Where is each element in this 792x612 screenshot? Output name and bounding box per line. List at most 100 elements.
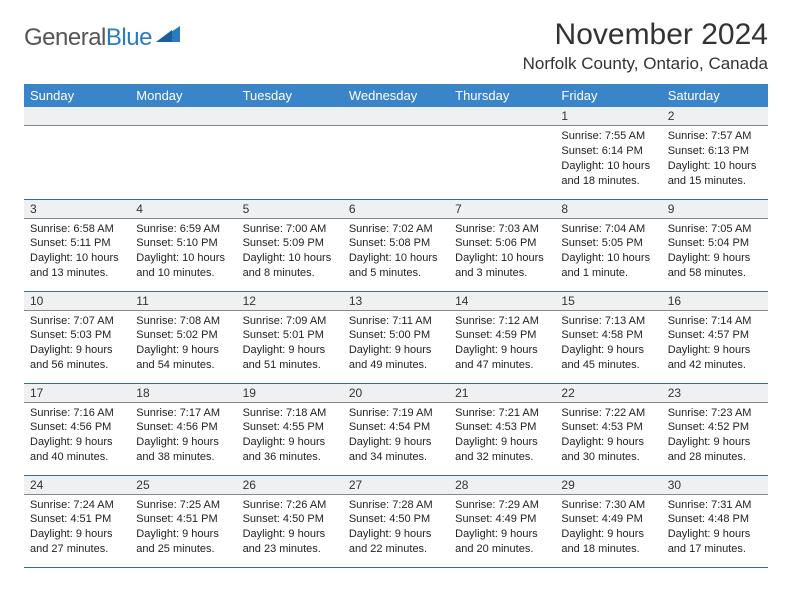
- calendar-cell: 27Sunrise: 7:28 AMSunset: 4:50 PMDayligh…: [343, 475, 449, 567]
- calendar-cell: 17Sunrise: 7:16 AMSunset: 4:56 PMDayligh…: [24, 383, 130, 475]
- sunrise-text: Sunrise: 7:22 AM: [561, 406, 655, 421]
- day-details: Sunrise: 7:26 AMSunset: 4:50 PMDaylight:…: [237, 495, 343, 561]
- day-number: 4: [130, 200, 236, 219]
- calendar-cell: 6Sunrise: 7:02 AMSunset: 5:08 PMDaylight…: [343, 199, 449, 291]
- day-number: 22: [555, 384, 661, 403]
- daylight-text: Daylight: 9 hours and 54 minutes.: [136, 343, 230, 373]
- day-details: Sunrise: 7:08 AMSunset: 5:02 PMDaylight:…: [130, 311, 236, 377]
- daylight-text: Daylight: 9 hours and 34 minutes.: [349, 435, 443, 465]
- sunset-text: Sunset: 4:50 PM: [243, 512, 337, 527]
- day-number: [343, 107, 449, 126]
- sunset-text: Sunset: 5:00 PM: [349, 328, 443, 343]
- sunrise-text: Sunrise: 7:19 AM: [349, 406, 443, 421]
- header: GeneralBlue November 2024 Norfolk County…: [24, 18, 768, 74]
- sunrise-text: Sunrise: 7:26 AM: [243, 498, 337, 513]
- day-details: Sunrise: 7:16 AMSunset: 4:56 PMDaylight:…: [24, 403, 130, 469]
- sunrise-text: Sunrise: 7:17 AM: [136, 406, 230, 421]
- day-number: 6: [343, 200, 449, 219]
- sunset-text: Sunset: 4:48 PM: [668, 512, 762, 527]
- triangle-icon: [156, 24, 182, 49]
- sunrise-text: Sunrise: 6:59 AM: [136, 222, 230, 237]
- daylight-text: Daylight: 10 hours and 10 minutes.: [136, 251, 230, 281]
- sunset-text: Sunset: 4:56 PM: [30, 420, 124, 435]
- day-number: 13: [343, 292, 449, 311]
- sunrise-text: Sunrise: 7:29 AM: [455, 498, 549, 513]
- day-number: 19: [237, 384, 343, 403]
- calendar-cell: 20Sunrise: 7:19 AMSunset: 4:54 PMDayligh…: [343, 383, 449, 475]
- day-details: Sunrise: 7:24 AMSunset: 4:51 PMDaylight:…: [24, 495, 130, 561]
- sunset-text: Sunset: 4:59 PM: [455, 328, 549, 343]
- sunrise-text: Sunrise: 7:07 AM: [30, 314, 124, 329]
- sunrise-text: Sunrise: 7:13 AM: [561, 314, 655, 329]
- sunset-text: Sunset: 4:57 PM: [668, 328, 762, 343]
- day-details: Sunrise: 7:14 AMSunset: 4:57 PMDaylight:…: [662, 311, 768, 377]
- day-details: Sunrise: 7:18 AMSunset: 4:55 PMDaylight:…: [237, 403, 343, 469]
- daylight-text: Daylight: 9 hours and 22 minutes.: [349, 527, 443, 557]
- logo: GeneralBlue: [24, 18, 182, 52]
- day-number: 17: [24, 384, 130, 403]
- day-details: Sunrise: 7:17 AMSunset: 4:56 PMDaylight:…: [130, 403, 236, 469]
- calendar-cell: 7Sunrise: 7:03 AMSunset: 5:06 PMDaylight…: [449, 199, 555, 291]
- sunrise-text: Sunrise: 7:16 AM: [30, 406, 124, 421]
- sunrise-text: Sunrise: 7:30 AM: [561, 498, 655, 513]
- calendar-cell: 24Sunrise: 7:24 AMSunset: 4:51 PMDayligh…: [24, 475, 130, 567]
- day-number: [449, 107, 555, 126]
- day-number: 27: [343, 476, 449, 495]
- daylight-text: Daylight: 9 hours and 17 minutes.: [668, 527, 762, 557]
- calendar-cell: 10Sunrise: 7:07 AMSunset: 5:03 PMDayligh…: [24, 291, 130, 383]
- sunset-text: Sunset: 5:06 PM: [455, 236, 549, 251]
- title-block: November 2024 Norfolk County, Ontario, C…: [523, 18, 768, 74]
- sunset-text: Sunset: 5:11 PM: [30, 236, 124, 251]
- calendar-cell: 13Sunrise: 7:11 AMSunset: 5:00 PMDayligh…: [343, 291, 449, 383]
- day-number: 30: [662, 476, 768, 495]
- calendar-cell: 21Sunrise: 7:21 AMSunset: 4:53 PMDayligh…: [449, 383, 555, 475]
- logo-text-part1: General: [24, 24, 106, 51]
- location: Norfolk County, Ontario, Canada: [523, 54, 768, 74]
- day-header: Sunday: [24, 84, 130, 107]
- sunrise-text: Sunrise: 7:21 AM: [455, 406, 549, 421]
- sunset-text: Sunset: 4:51 PM: [30, 512, 124, 527]
- day-number: 29: [555, 476, 661, 495]
- sunset-text: Sunset: 4:52 PM: [668, 420, 762, 435]
- day-number: 1: [555, 107, 661, 126]
- day-number: 28: [449, 476, 555, 495]
- day-number: 14: [449, 292, 555, 311]
- sunset-text: Sunset: 4:54 PM: [349, 420, 443, 435]
- sunset-text: Sunset: 6:13 PM: [668, 144, 762, 159]
- daylight-text: Daylight: 9 hours and 47 minutes.: [455, 343, 549, 373]
- calendar-cell: 2Sunrise: 7:57 AMSunset: 6:13 PMDaylight…: [662, 107, 768, 199]
- sunrise-text: Sunrise: 7:28 AM: [349, 498, 443, 513]
- logo-text: GeneralBlue: [24, 24, 152, 52]
- sunrise-text: Sunrise: 7:00 AM: [243, 222, 337, 237]
- daylight-text: Daylight: 10 hours and 8 minutes.: [243, 251, 337, 281]
- daylight-text: Daylight: 9 hours and 56 minutes.: [30, 343, 124, 373]
- sunset-text: Sunset: 5:08 PM: [349, 236, 443, 251]
- calendar-cell: 29Sunrise: 7:30 AMSunset: 4:49 PMDayligh…: [555, 475, 661, 567]
- day-number: 7: [449, 200, 555, 219]
- sunrise-text: Sunrise: 7:55 AM: [561, 129, 655, 144]
- daylight-text: Daylight: 9 hours and 40 minutes.: [30, 435, 124, 465]
- day-details: Sunrise: 7:28 AMSunset: 4:50 PMDaylight:…: [343, 495, 449, 561]
- day-number: 10: [24, 292, 130, 311]
- day-details: Sunrise: 7:04 AMSunset: 5:05 PMDaylight:…: [555, 219, 661, 285]
- day-number: 2: [662, 107, 768, 126]
- sunset-text: Sunset: 5:01 PM: [243, 328, 337, 343]
- day-number: 23: [662, 384, 768, 403]
- sunset-text: Sunset: 5:02 PM: [136, 328, 230, 343]
- day-header: Wednesday: [343, 84, 449, 107]
- sunset-text: Sunset: 4:50 PM: [349, 512, 443, 527]
- daylight-text: Daylight: 9 hours and 30 minutes.: [561, 435, 655, 465]
- daylight-text: Daylight: 9 hours and 28 minutes.: [668, 435, 762, 465]
- calendar-cell: [237, 107, 343, 199]
- day-details: Sunrise: 6:59 AMSunset: 5:10 PMDaylight:…: [130, 219, 236, 285]
- daylight-text: Daylight: 10 hours and 1 minute.: [561, 251, 655, 281]
- day-number: 11: [130, 292, 236, 311]
- calendar-cell: 8Sunrise: 7:04 AMSunset: 5:05 PMDaylight…: [555, 199, 661, 291]
- day-number: 12: [237, 292, 343, 311]
- calendar-week: 1Sunrise: 7:55 AMSunset: 6:14 PMDaylight…: [24, 107, 768, 199]
- day-details: Sunrise: 7:29 AMSunset: 4:49 PMDaylight:…: [449, 495, 555, 561]
- calendar-cell: [130, 107, 236, 199]
- calendar-cell: [24, 107, 130, 199]
- calendar-cell: 26Sunrise: 7:26 AMSunset: 4:50 PMDayligh…: [237, 475, 343, 567]
- sunrise-text: Sunrise: 6:58 AM: [30, 222, 124, 237]
